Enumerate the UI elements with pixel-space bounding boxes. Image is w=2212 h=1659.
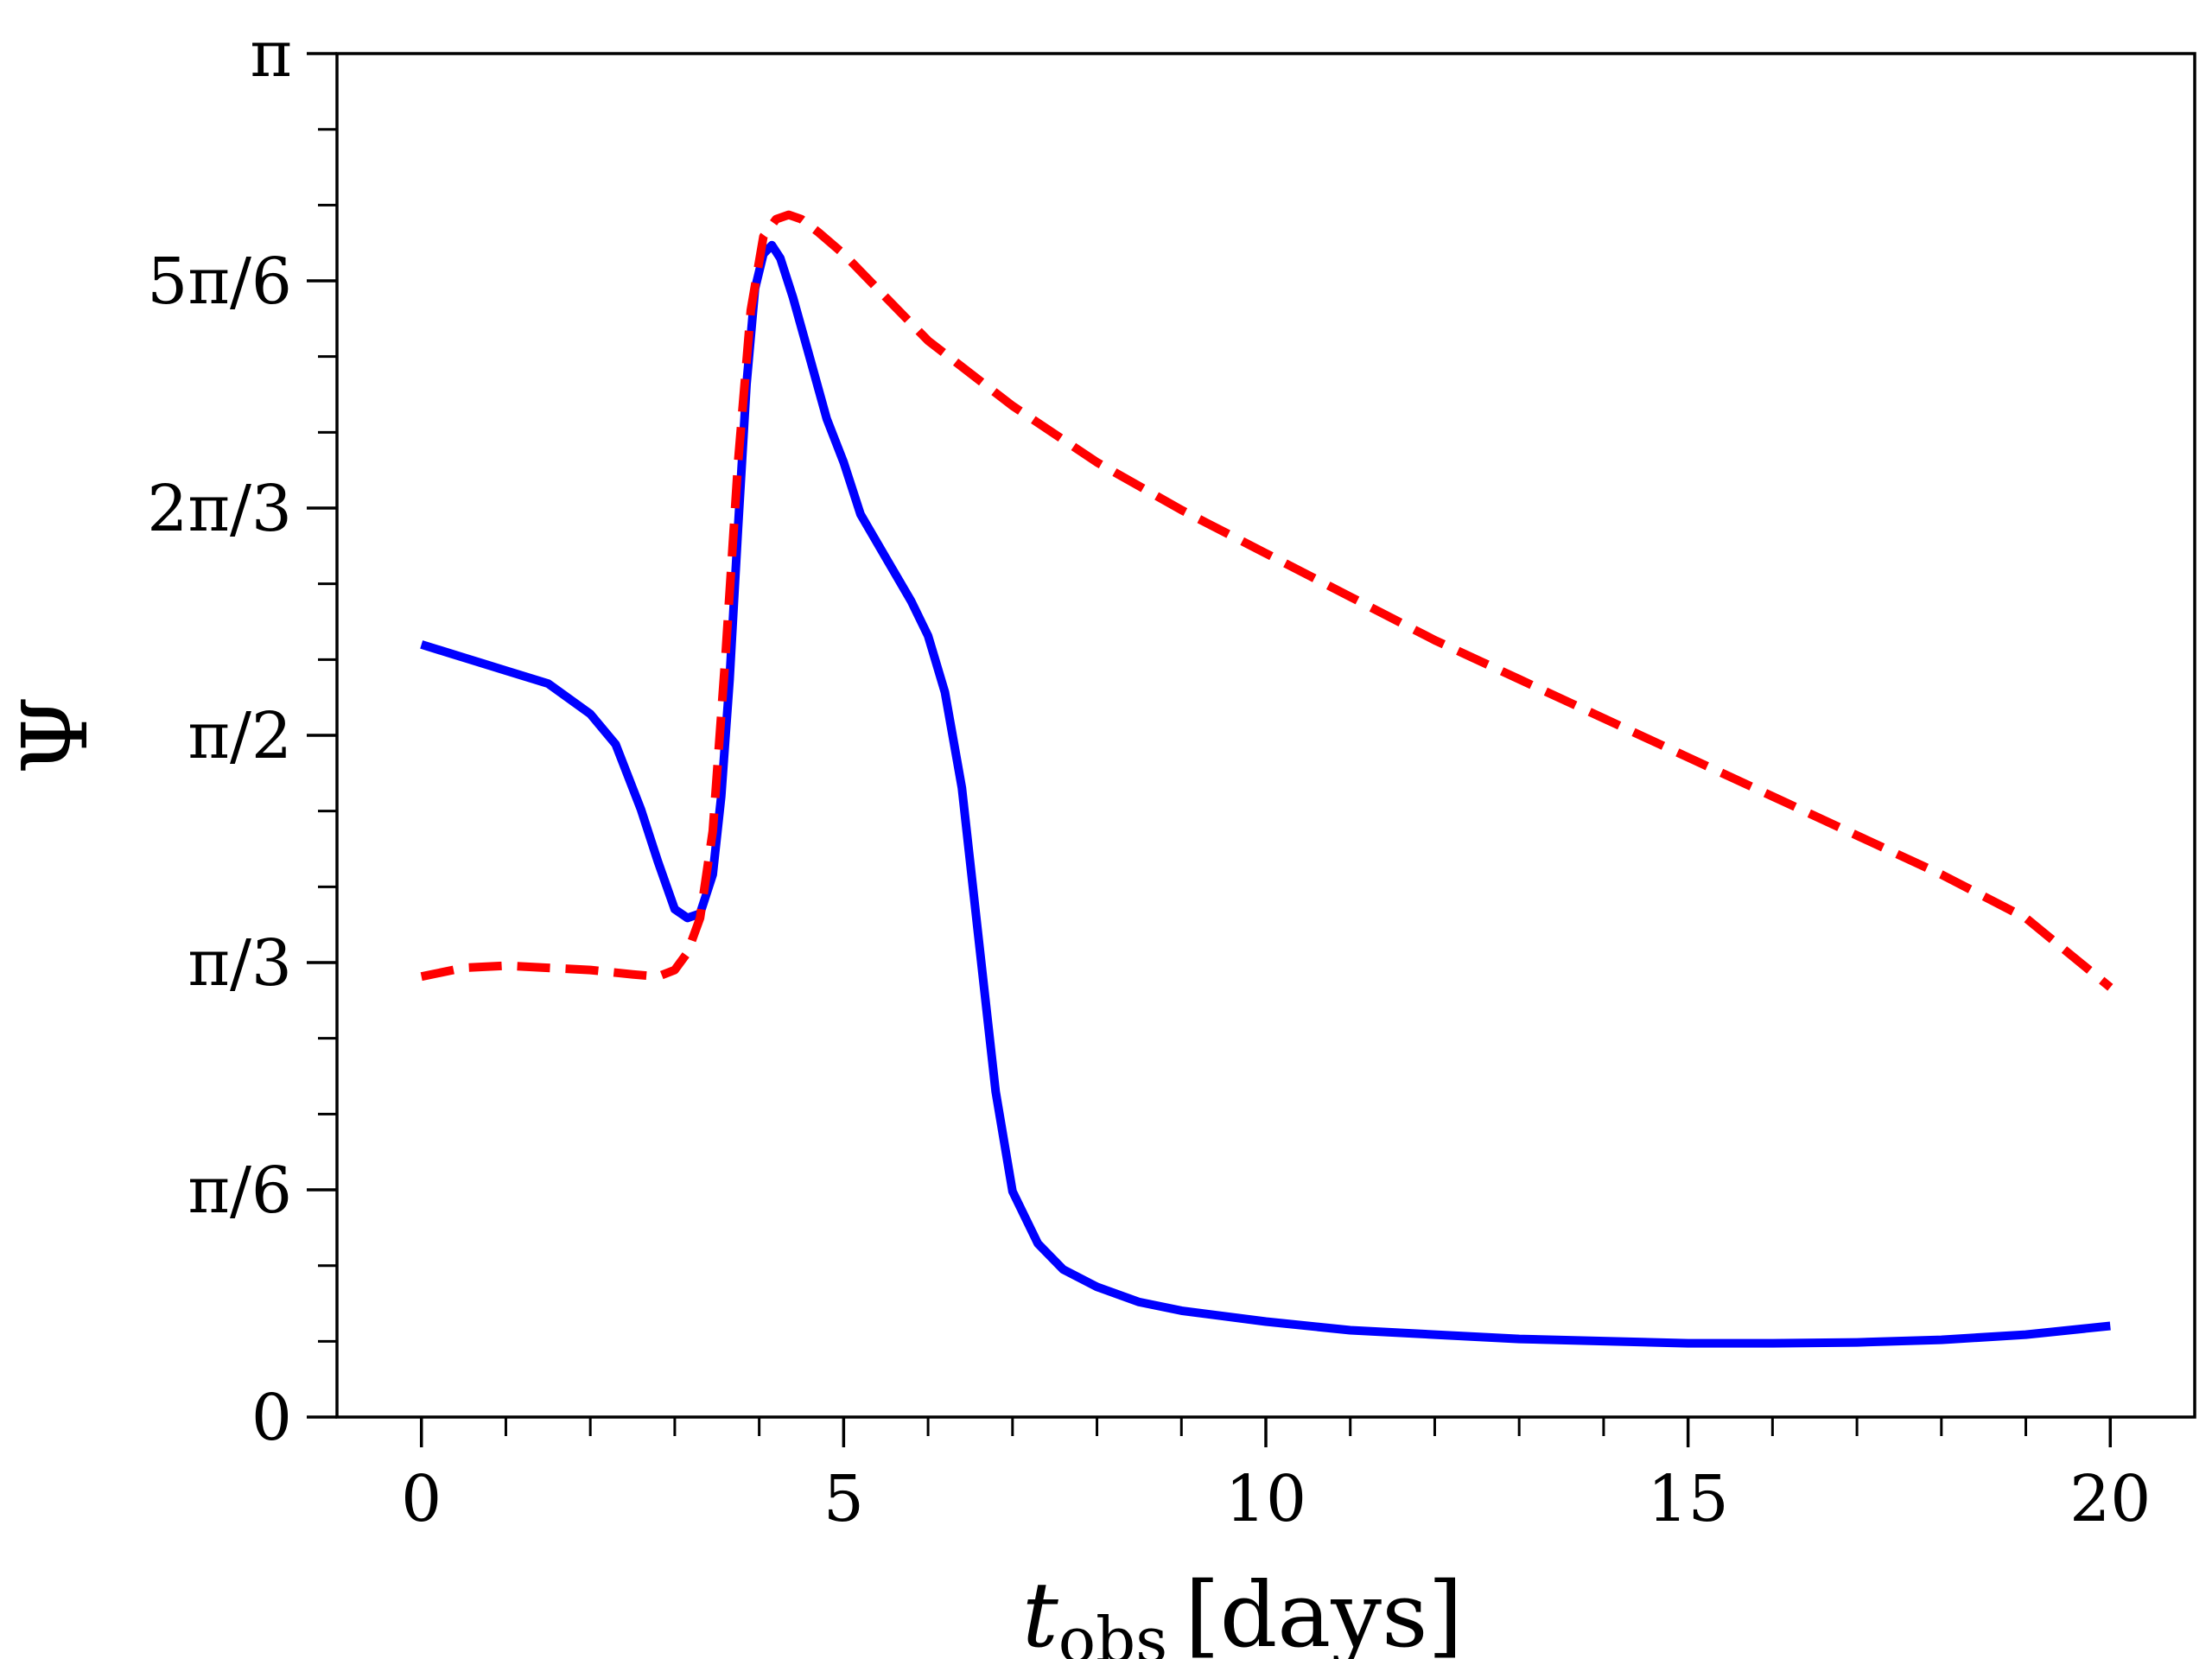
y-tick-label: π [250,17,292,92]
series-line-dashed [420,210,2113,991]
y-tick-label: π/3 [188,926,292,1001]
y-tick-label: π/6 [188,1154,292,1228]
label-layer: 0 5 10 15 20 0 π/6 π/3 π/2 2π/3 5π/6 π [147,17,2151,1536]
x-tick-label: 15 [1648,1462,1729,1536]
x-tick-label: 5 [823,1462,864,1536]
y-tick-label: 2π/3 [147,472,292,546]
plot-frame [335,52,2196,1419]
y-tick-label: 5π/6 [147,245,292,319]
y-axis-label: Ψ [3,696,108,774]
y-tick-label: π/2 [188,699,292,773]
x-axis-label-main: t [1022,1562,1058,1659]
x-tick-label: 0 [401,1462,442,1536]
x-tick-label: 20 [2069,1462,2151,1536]
x-axis-label-sub: obs [1058,1604,1167,1659]
series-layer [420,210,2113,1348]
x-axis-label-unit: [days] [1185,1562,1463,1659]
y-tick-label: 0 [251,1381,292,1455]
tick-layer [307,52,2113,1447]
x-tick-label: 10 [1225,1462,1306,1536]
x-axis-label: tobs [days] [1022,1562,1463,1659]
series-line-solid [420,240,2111,1348]
